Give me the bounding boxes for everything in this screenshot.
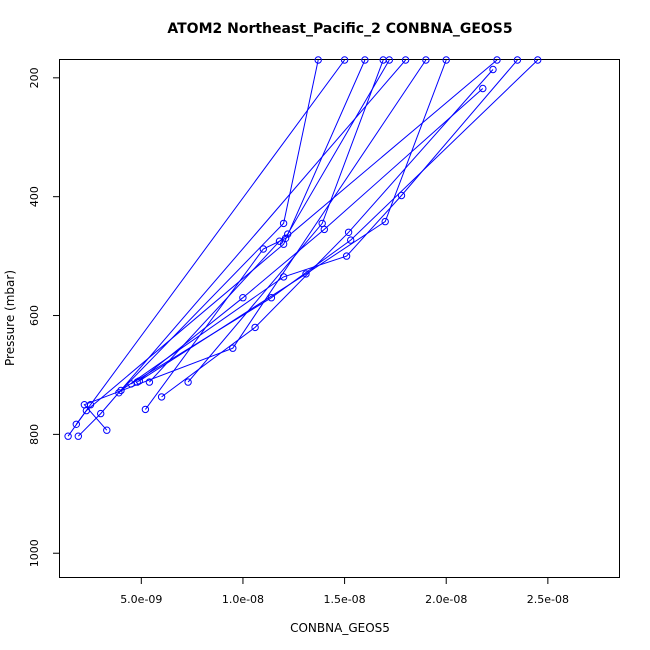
- data-point-9-2: [379, 56, 387, 64]
- data-point-11-3: [442, 56, 450, 64]
- data-point-0-2: [340, 56, 349, 64]
- y-tick-label-4: 1000: [28, 539, 41, 567]
- series-line-5: [136, 88, 484, 383]
- data-point-10-2: [347, 236, 355, 244]
- y-tick-label-3: 800: [28, 424, 41, 445]
- data-point-4-2: [314, 56, 322, 64]
- data-point-7-2: [281, 234, 290, 243]
- data-point-12-2: [342, 252, 351, 260]
- series-line-0: [67, 60, 346, 437]
- x-tick-label-2: 1.5e-08: [323, 593, 365, 606]
- series-line-11: [139, 60, 447, 382]
- series-line-12: [120, 60, 518, 391]
- data-point-7-3: [493, 56, 501, 64]
- data-point-3-2: [229, 344, 237, 352]
- data-point-6-1: [275, 237, 284, 245]
- plot-frame: [59, 59, 620, 578]
- data-point-10-1: [267, 294, 276, 302]
- data-point-12-0: [117, 386, 125, 395]
- data-point-12-3: [397, 191, 406, 200]
- x-axis: 5.0e-09 1.0e-08 1.5e-08 2.0e-08 2.5e-08: [120, 577, 569, 606]
- data-point-6-2: [284, 230, 292, 238]
- y-tick-label-1: 400: [28, 186, 41, 207]
- data-point-8-2: [344, 228, 353, 237]
- data-point-10-0: [127, 380, 135, 388]
- data-point-9-1: [318, 219, 326, 228]
- x-tick-label-4: 2.5e-08: [527, 593, 569, 606]
- data-point-4-0: [115, 389, 123, 397]
- points-layer: [64, 56, 542, 440]
- data-point-5-1: [239, 294, 247, 302]
- series-line-8: [161, 69, 494, 398]
- data-point-11-1: [302, 270, 310, 278]
- data-point-3-0: [103, 426, 111, 434]
- data-point-6-0: [145, 378, 154, 386]
- data-point-1-1: [97, 409, 105, 418]
- data-point-3-3: [422, 56, 430, 64]
- data-point-11-2: [381, 217, 389, 226]
- series-line-3: [83, 60, 427, 431]
- data-point-12-4: [513, 56, 522, 64]
- data-point-7-0: [141, 405, 150, 414]
- x-tick-label-0: 5.0e-09: [120, 593, 162, 606]
- data-point-8-1: [251, 323, 259, 332]
- data-point-3-1: [80, 401, 89, 409]
- series-line-6: [149, 60, 390, 383]
- y-axis-label: Pressure (mbar): [3, 270, 17, 366]
- data-point-5-3: [479, 84, 487, 93]
- data-point-2-3: [361, 56, 369, 64]
- data-point-2-0: [72, 420, 81, 428]
- series-line-1: [77, 60, 406, 437]
- data-point-10-3: [534, 56, 542, 64]
- data-point-8-3: [489, 65, 497, 74]
- y-axis: 200 400 600 800 1000: [28, 67, 60, 567]
- data-point-1-2: [401, 56, 410, 64]
- series-line-4: [118, 60, 319, 394]
- y-tick-label-0: 200: [28, 67, 41, 88]
- data-point-9-0: [184, 378, 192, 386]
- chart-title: ATOM2 Northeast_Pacific_2 CONBNA_GEOS5: [167, 21, 512, 37]
- data-point-1-0: [74, 432, 83, 440]
- data-point-8-0: [157, 393, 166, 401]
- data-point-12-1: [279, 273, 288, 281]
- series-line-9: [187, 60, 384, 383]
- series-line-7: [144, 60, 498, 410]
- data-point-7-1: [259, 245, 267, 253]
- data-point-0-0: [64, 432, 72, 440]
- series-line-2: [75, 60, 366, 425]
- plot-area: [67, 60, 539, 437]
- x-tick-label-3: 2.0e-08: [425, 593, 467, 606]
- x-tick-label-1: 1.0e-08: [222, 593, 264, 606]
- data-point-11-0: [135, 377, 144, 385]
- data-point-4-1: [279, 219, 288, 228]
- x-axis-label: CONBNA_GEOS5: [290, 621, 390, 635]
- y-tick-label-2: 600: [28, 305, 41, 326]
